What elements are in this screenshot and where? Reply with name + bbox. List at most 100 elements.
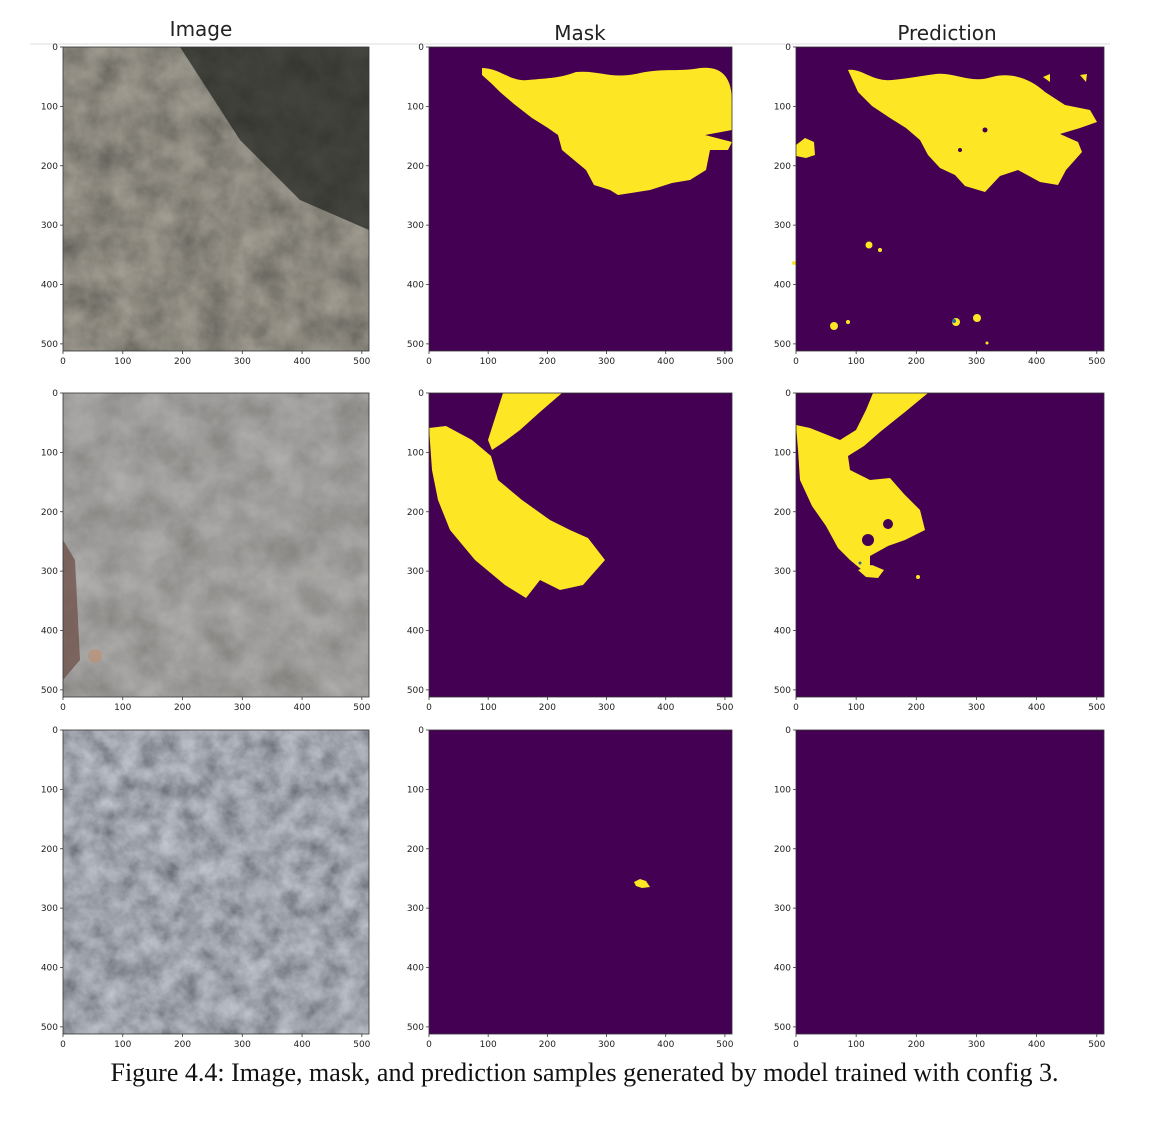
x-tick-label: 300 — [968, 703, 985, 713]
x-tick-label: 0 — [426, 703, 432, 713]
x-tick-label: 500 — [1088, 703, 1105, 713]
x-tick-label: 100 — [480, 1040, 497, 1050]
y-tick-label: 500 — [41, 1023, 58, 1033]
x-tick-label: 400 — [657, 703, 674, 713]
axes-frame — [795, 46, 1105, 352]
x-tick-label: 100 — [114, 357, 131, 367]
x-tick-label: 400 — [657, 1040, 674, 1050]
x-tick-label: 500 — [353, 703, 370, 713]
y-tick-label: 100 — [41, 102, 58, 112]
y-tick-label: 400 — [41, 964, 58, 974]
x-tick-label: 0 — [426, 1040, 432, 1050]
x-tick-label: 100 — [480, 703, 497, 713]
y-tick-label: 400 — [774, 627, 791, 637]
y-tick-label: 0 — [418, 43, 424, 53]
x-tick-label: 100 — [848, 1040, 865, 1050]
y-tick-label: 0 — [52, 726, 58, 736]
y-tick-label: 400 — [774, 964, 791, 974]
x-tick-label: 200 — [174, 703, 191, 713]
y-tick-label: 500 — [41, 686, 58, 696]
x-tick-label: 300 — [234, 1040, 251, 1050]
axes-frame — [62, 729, 370, 1035]
figure-caption: Figure 4.4: Image, mask, and prediction … — [110, 1058, 1059, 1087]
x-tick-label: 300 — [968, 1040, 985, 1050]
y-tick-label: 100 — [774, 448, 791, 458]
axes-frame — [62, 392, 370, 698]
axes-frame — [62, 46, 370, 352]
y-tick-label: 0 — [785, 389, 791, 399]
axes-frame — [428, 392, 733, 698]
y-tick-label: 200 — [774, 845, 791, 855]
x-tick-label: 200 — [908, 703, 925, 713]
y-tick-label: 0 — [52, 43, 58, 53]
y-tick-label: 0 — [785, 43, 791, 53]
x-tick-label: 400 — [293, 703, 310, 713]
y-tick-label: 500 — [407, 1023, 424, 1033]
y-tick-label: 200 — [774, 508, 791, 518]
x-tick-label: 400 — [1028, 1040, 1045, 1050]
axes-frame — [428, 46, 733, 352]
panel-prediction-row-3 — [796, 730, 1104, 1034]
y-tick-label: 400 — [407, 964, 424, 974]
axes-frame — [795, 392, 1105, 698]
x-tick-label: 200 — [539, 1040, 556, 1050]
column-title-prediction: Prediction — [897, 21, 996, 45]
y-tick-label: 500 — [774, 686, 791, 696]
x-tick-label: 100 — [848, 703, 865, 713]
panel-mask-row-1 — [429, 47, 732, 351]
axes-frame — [428, 729, 733, 1035]
y-tick-label: 300 — [41, 904, 58, 914]
y-tick-label: 300 — [407, 221, 424, 231]
x-tick-label: 500 — [1088, 357, 1105, 367]
x-tick-label: 400 — [1028, 703, 1045, 713]
y-tick-label: 400 — [774, 281, 791, 291]
panel-prediction-row-1 — [792, 47, 1104, 351]
y-tick-label: 0 — [418, 726, 424, 736]
y-tick-label: 300 — [774, 567, 791, 577]
y-tick-label: 300 — [41, 567, 58, 577]
x-tick-label: 300 — [234, 357, 251, 367]
y-tick-label: 400 — [41, 627, 58, 637]
x-tick-label: 200 — [908, 357, 925, 367]
panel-mask-row-3 — [429, 730, 732, 1034]
y-tick-label: 0 — [418, 389, 424, 399]
x-tick-label: 400 — [657, 357, 674, 367]
y-tick-label: 300 — [774, 904, 791, 914]
y-tick-label: 500 — [407, 686, 424, 696]
x-tick-label: 0 — [793, 357, 799, 367]
column-title-image: Image — [170, 17, 233, 41]
y-tick-label: 200 — [407, 845, 424, 855]
axes-frame — [795, 729, 1105, 1035]
x-tick-label: 100 — [114, 1040, 131, 1050]
y-tick-label: 200 — [774, 162, 791, 172]
y-tick-label: 200 — [41, 162, 58, 172]
x-tick-label: 400 — [293, 1040, 310, 1050]
x-tick-label: 200 — [539, 357, 556, 367]
x-tick-label: 200 — [539, 703, 556, 713]
x-tick-label: 200 — [174, 1040, 191, 1050]
x-tick-label: 300 — [598, 357, 615, 367]
y-tick-label: 300 — [41, 221, 58, 231]
y-tick-label: 200 — [41, 508, 58, 518]
y-tick-label: 500 — [774, 1023, 791, 1033]
x-tick-label: 0 — [60, 357, 66, 367]
y-tick-label: 400 — [41, 281, 58, 291]
x-tick-label: 300 — [598, 703, 615, 713]
y-tick-label: 400 — [407, 627, 424, 637]
x-tick-label: 200 — [908, 1040, 925, 1050]
x-tick-label: 300 — [968, 357, 985, 367]
x-tick-label: 500 — [716, 357, 733, 367]
x-tick-label: 500 — [716, 703, 733, 713]
panel-image-row-2 — [63, 393, 369, 697]
y-tick-label: 300 — [774, 221, 791, 231]
y-tick-label: 200 — [41, 845, 58, 855]
x-tick-label: 0 — [793, 703, 799, 713]
